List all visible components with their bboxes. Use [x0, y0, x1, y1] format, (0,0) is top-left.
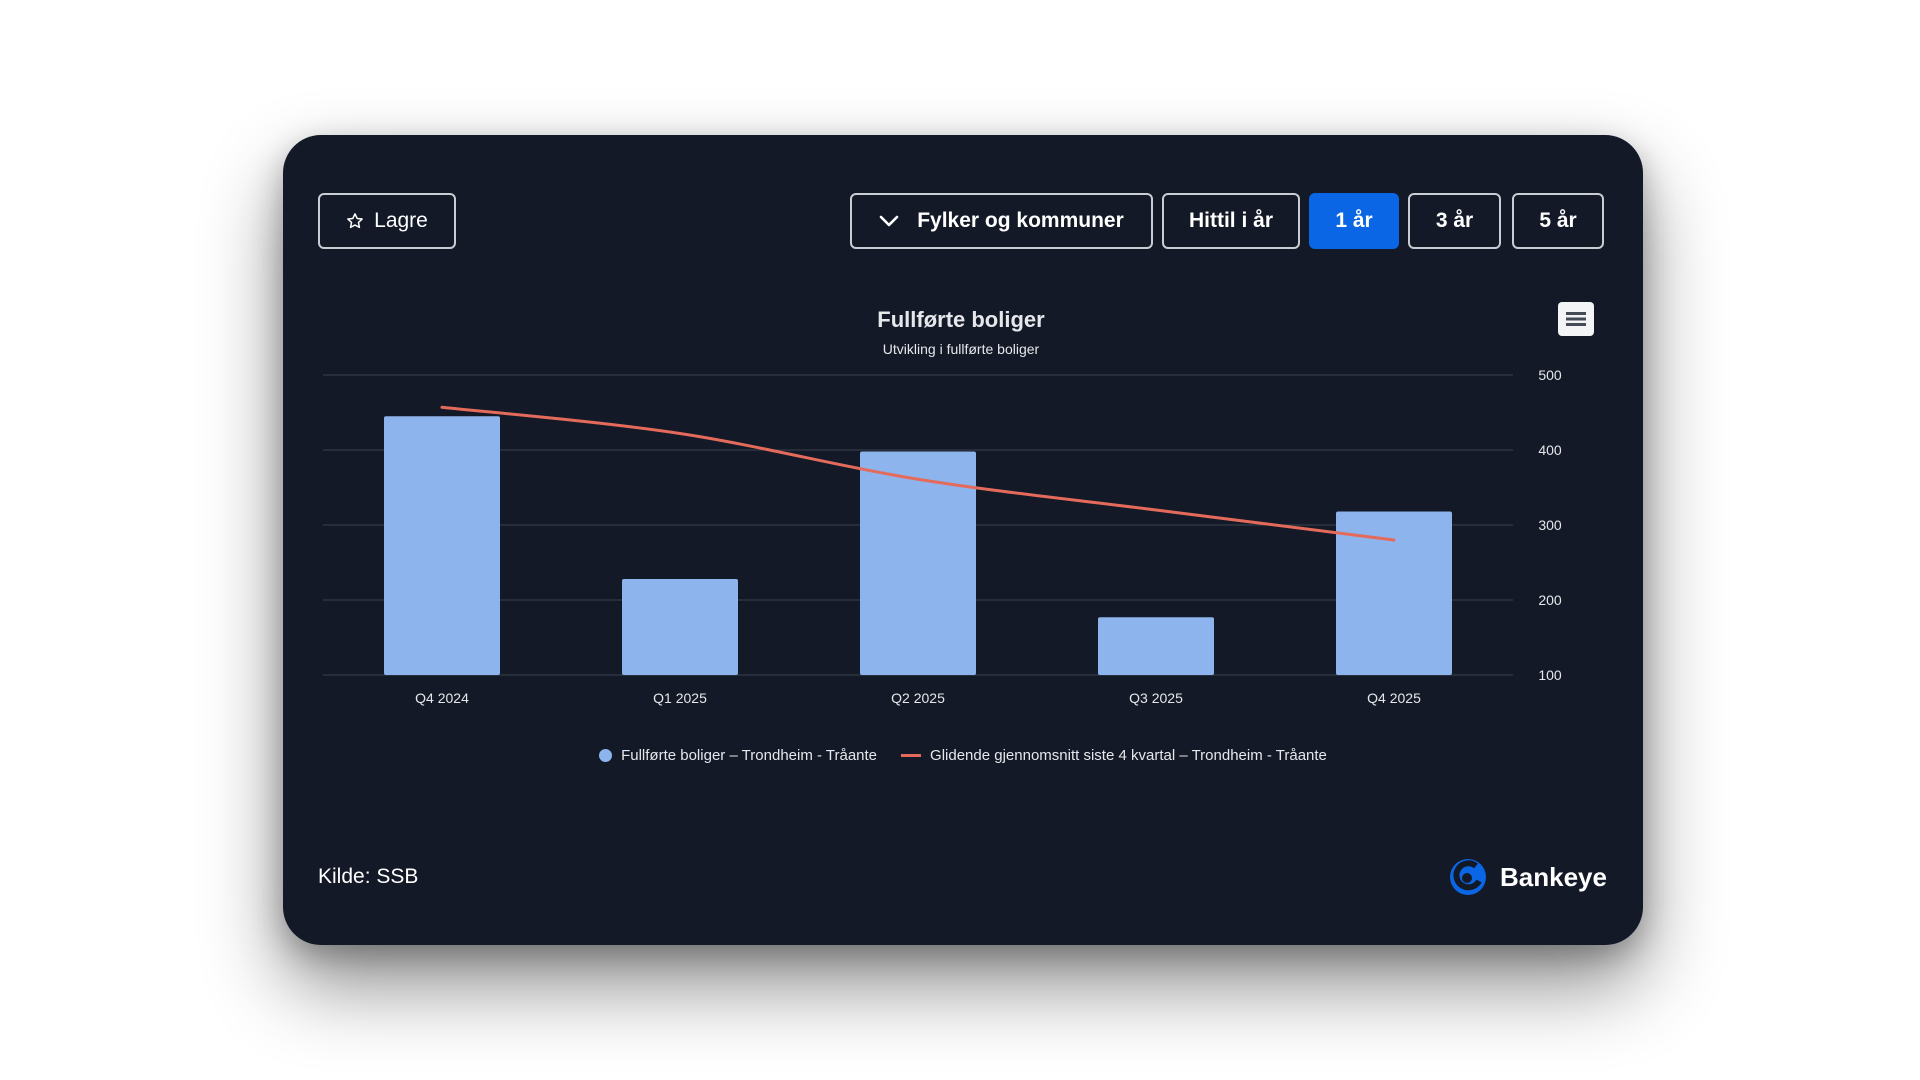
legend-line-swatch	[901, 754, 922, 757]
brand-logo: Bankeye	[1448, 855, 1607, 899]
chart-title: Fullførte boliger	[877, 307, 1045, 332]
legend-bar-label: Fullførte boliger – Trondheim - Tråante	[621, 747, 878, 764]
chart-menu-button[interactable]	[1558, 302, 1594, 336]
y-tick-label: 200	[1538, 592, 1562, 608]
bar-q4-2025[interactable]	[1336, 511, 1452, 676]
bankeye-logo-icon	[1450, 859, 1486, 895]
hamburger-menu-icon	[1566, 312, 1586, 326]
period-1y-button[interactable]: 1 år	[1309, 193, 1399, 249]
region-dropdown-label: Fylker og kommuner	[917, 209, 1124, 232]
legend-item-line[interactable]: Glidende gjennomsnitt siste 4 kvartal – …	[901, 747, 1327, 764]
chart-card: Lagre Fylker og kommuner Hittil i år 1 å…	[283, 135, 1643, 945]
chart-plot: Fullførte boliger Utvikling i fullførte …	[323, 307, 1562, 706]
legend-line-label: Glidende gjennomsnitt siste 4 kvartal – …	[930, 747, 1327, 764]
x-tick-label: Q4 2025	[1367, 690, 1421, 706]
bar-q3-2025[interactable]	[1098, 617, 1214, 675]
x-tick-label: Q4 2024	[415, 690, 469, 706]
chart-legend: Fullførte boliger – Trondheim - Tråante …	[283, 747, 1643, 764]
chart-subtitle: Utvikling i fullførte boliger	[883, 341, 1040, 357]
moving-average-line[interactable]	[440, 405, 1396, 542]
save-button[interactable]: Lagre	[318, 193, 456, 249]
period-ytd-button[interactable]: Hittil i år	[1162, 193, 1300, 249]
chevron-down-icon	[879, 215, 899, 227]
y-tick-label: 400	[1538, 442, 1562, 458]
y-tick-label: 500	[1538, 367, 1562, 383]
x-tick-label: Q2 2025	[891, 690, 945, 706]
brand-name: Bankeye	[1500, 861, 1607, 892]
period-5y-button[interactable]: 5 år	[1512, 193, 1604, 249]
star-icon	[347, 213, 364, 229]
period-3y-button[interactable]: 3 år	[1408, 193, 1501, 249]
legend-bar-swatch	[599, 749, 613, 762]
region-dropdown[interactable]: Fylker og kommuner	[850, 193, 1153, 249]
legend-item-bars[interactable]: Fullførte boliger – Trondheim - Tråante	[599, 747, 877, 764]
bar-q2-2025[interactable]	[860, 451, 976, 676]
y-tick-label: 100	[1538, 667, 1562, 683]
bar-q4-2024[interactable]	[384, 416, 500, 675]
x-tick-label: Q3 2025	[1129, 690, 1183, 706]
y-tick-label: 300	[1538, 517, 1562, 533]
save-button-label: Lagre	[374, 209, 428, 232]
bar-q1-2025[interactable]	[622, 579, 738, 675]
source-label: Kilde: SSB	[318, 865, 419, 888]
x-tick-label: Q1 2025	[653, 690, 707, 706]
